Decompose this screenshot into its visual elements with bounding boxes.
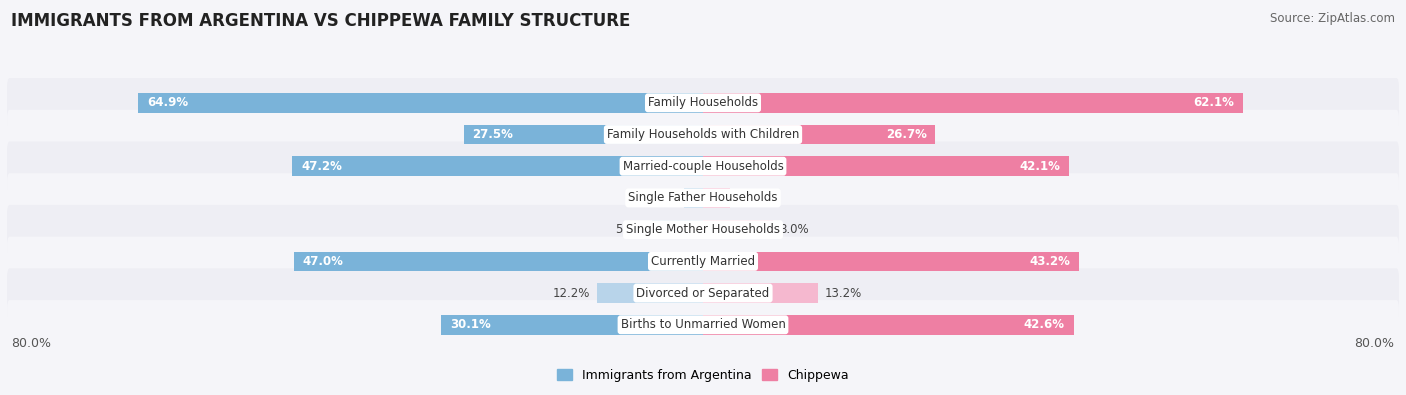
Bar (683, 188, 703, 208)
Text: Currently Married: Currently Married (651, 255, 755, 268)
Text: 27.5%: 27.5% (472, 128, 513, 141)
Text: 62.1%: 62.1% (1194, 96, 1234, 109)
Text: 2.2%: 2.2% (647, 192, 676, 205)
Text: 12.2%: 12.2% (553, 286, 591, 299)
Text: 5.9%: 5.9% (614, 223, 645, 236)
Text: 42.6%: 42.6% (1024, 318, 1064, 331)
Text: Family Households with Children: Family Households with Children (607, 128, 799, 141)
Text: 26.7%: 26.7% (886, 128, 927, 141)
Bar (703, 188, 730, 208)
Text: IMMIGRANTS FROM ARGENTINA VS CHIPPEWA FAMILY STRUCTURE: IMMIGRANTS FROM ARGENTINA VS CHIPPEWA FA… (11, 12, 631, 30)
Text: Births to Unmarried Women: Births to Unmarried Women (620, 318, 786, 331)
Bar (441, 315, 703, 335)
Bar (703, 93, 1243, 113)
Text: 43.2%: 43.2% (1029, 255, 1070, 268)
Bar (703, 125, 935, 144)
Text: 3.1%: 3.1% (737, 192, 766, 205)
Text: 42.1%: 42.1% (1019, 160, 1060, 173)
Text: 13.2%: 13.2% (825, 286, 862, 299)
Bar (292, 156, 703, 176)
Bar (598, 283, 703, 303)
Bar (138, 93, 703, 113)
FancyBboxPatch shape (7, 110, 1399, 159)
Text: 47.0%: 47.0% (302, 255, 343, 268)
Bar (703, 156, 1069, 176)
Bar (703, 315, 1074, 335)
FancyBboxPatch shape (7, 268, 1399, 318)
FancyBboxPatch shape (7, 173, 1399, 223)
Bar (651, 220, 703, 239)
Bar (703, 283, 818, 303)
Text: Family Households: Family Households (648, 96, 758, 109)
FancyBboxPatch shape (7, 78, 1399, 128)
Text: 47.2%: 47.2% (301, 160, 342, 173)
Text: Married-couple Households: Married-couple Households (623, 160, 783, 173)
FancyBboxPatch shape (7, 205, 1399, 254)
Text: 80.0%: 80.0% (1354, 337, 1395, 350)
Text: Single Mother Households: Single Mother Households (626, 223, 780, 236)
Bar (464, 125, 703, 144)
Bar (703, 252, 1078, 271)
Text: Single Father Households: Single Father Households (628, 192, 778, 205)
Text: 30.1%: 30.1% (450, 318, 491, 331)
Bar (703, 220, 773, 239)
FancyBboxPatch shape (7, 300, 1399, 350)
Text: 64.9%: 64.9% (148, 96, 188, 109)
Text: 8.0%: 8.0% (779, 223, 810, 236)
FancyBboxPatch shape (7, 141, 1399, 191)
FancyBboxPatch shape (7, 237, 1399, 286)
Text: Source: ZipAtlas.com: Source: ZipAtlas.com (1270, 12, 1395, 25)
Text: 80.0%: 80.0% (11, 337, 52, 350)
Text: Divorced or Separated: Divorced or Separated (637, 286, 769, 299)
Bar (294, 252, 703, 271)
Legend: Immigrants from Argentina, Chippewa: Immigrants from Argentina, Chippewa (553, 364, 853, 387)
